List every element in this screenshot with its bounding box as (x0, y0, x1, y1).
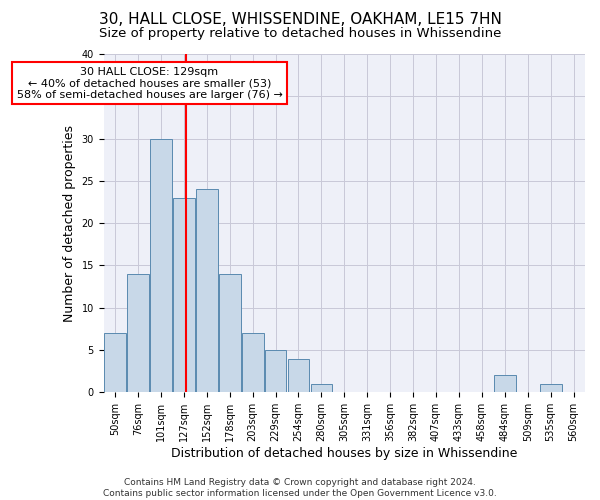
Y-axis label: Number of detached properties: Number of detached properties (63, 124, 76, 322)
Bar (287, 358, 310, 392)
Bar (265, 350, 286, 393)
Bar (242, 333, 263, 392)
Text: Size of property relative to detached houses in Whissendine: Size of property relative to detached ho… (99, 28, 501, 40)
Bar (219, 274, 241, 392)
Bar (150, 138, 172, 392)
Bar (494, 376, 515, 392)
Bar (104, 333, 126, 392)
Text: Contains HM Land Registry data © Crown copyright and database right 2024.
Contai: Contains HM Land Registry data © Crown c… (103, 478, 497, 498)
Text: 30, HALL CLOSE, WHISSENDINE, OAKHAM, LE15 7HN: 30, HALL CLOSE, WHISSENDINE, OAKHAM, LE1… (98, 12, 502, 28)
Text: 30 HALL CLOSE: 129sqm
← 40% of detached houses are smaller (53)
58% of semi-deta: 30 HALL CLOSE: 129sqm ← 40% of detached … (17, 66, 283, 100)
Bar (173, 198, 195, 392)
Bar (127, 274, 149, 392)
Bar (311, 384, 332, 392)
X-axis label: Distribution of detached houses by size in Whissendine: Distribution of detached houses by size … (171, 447, 518, 460)
Bar (540, 384, 562, 392)
Bar (196, 190, 218, 392)
